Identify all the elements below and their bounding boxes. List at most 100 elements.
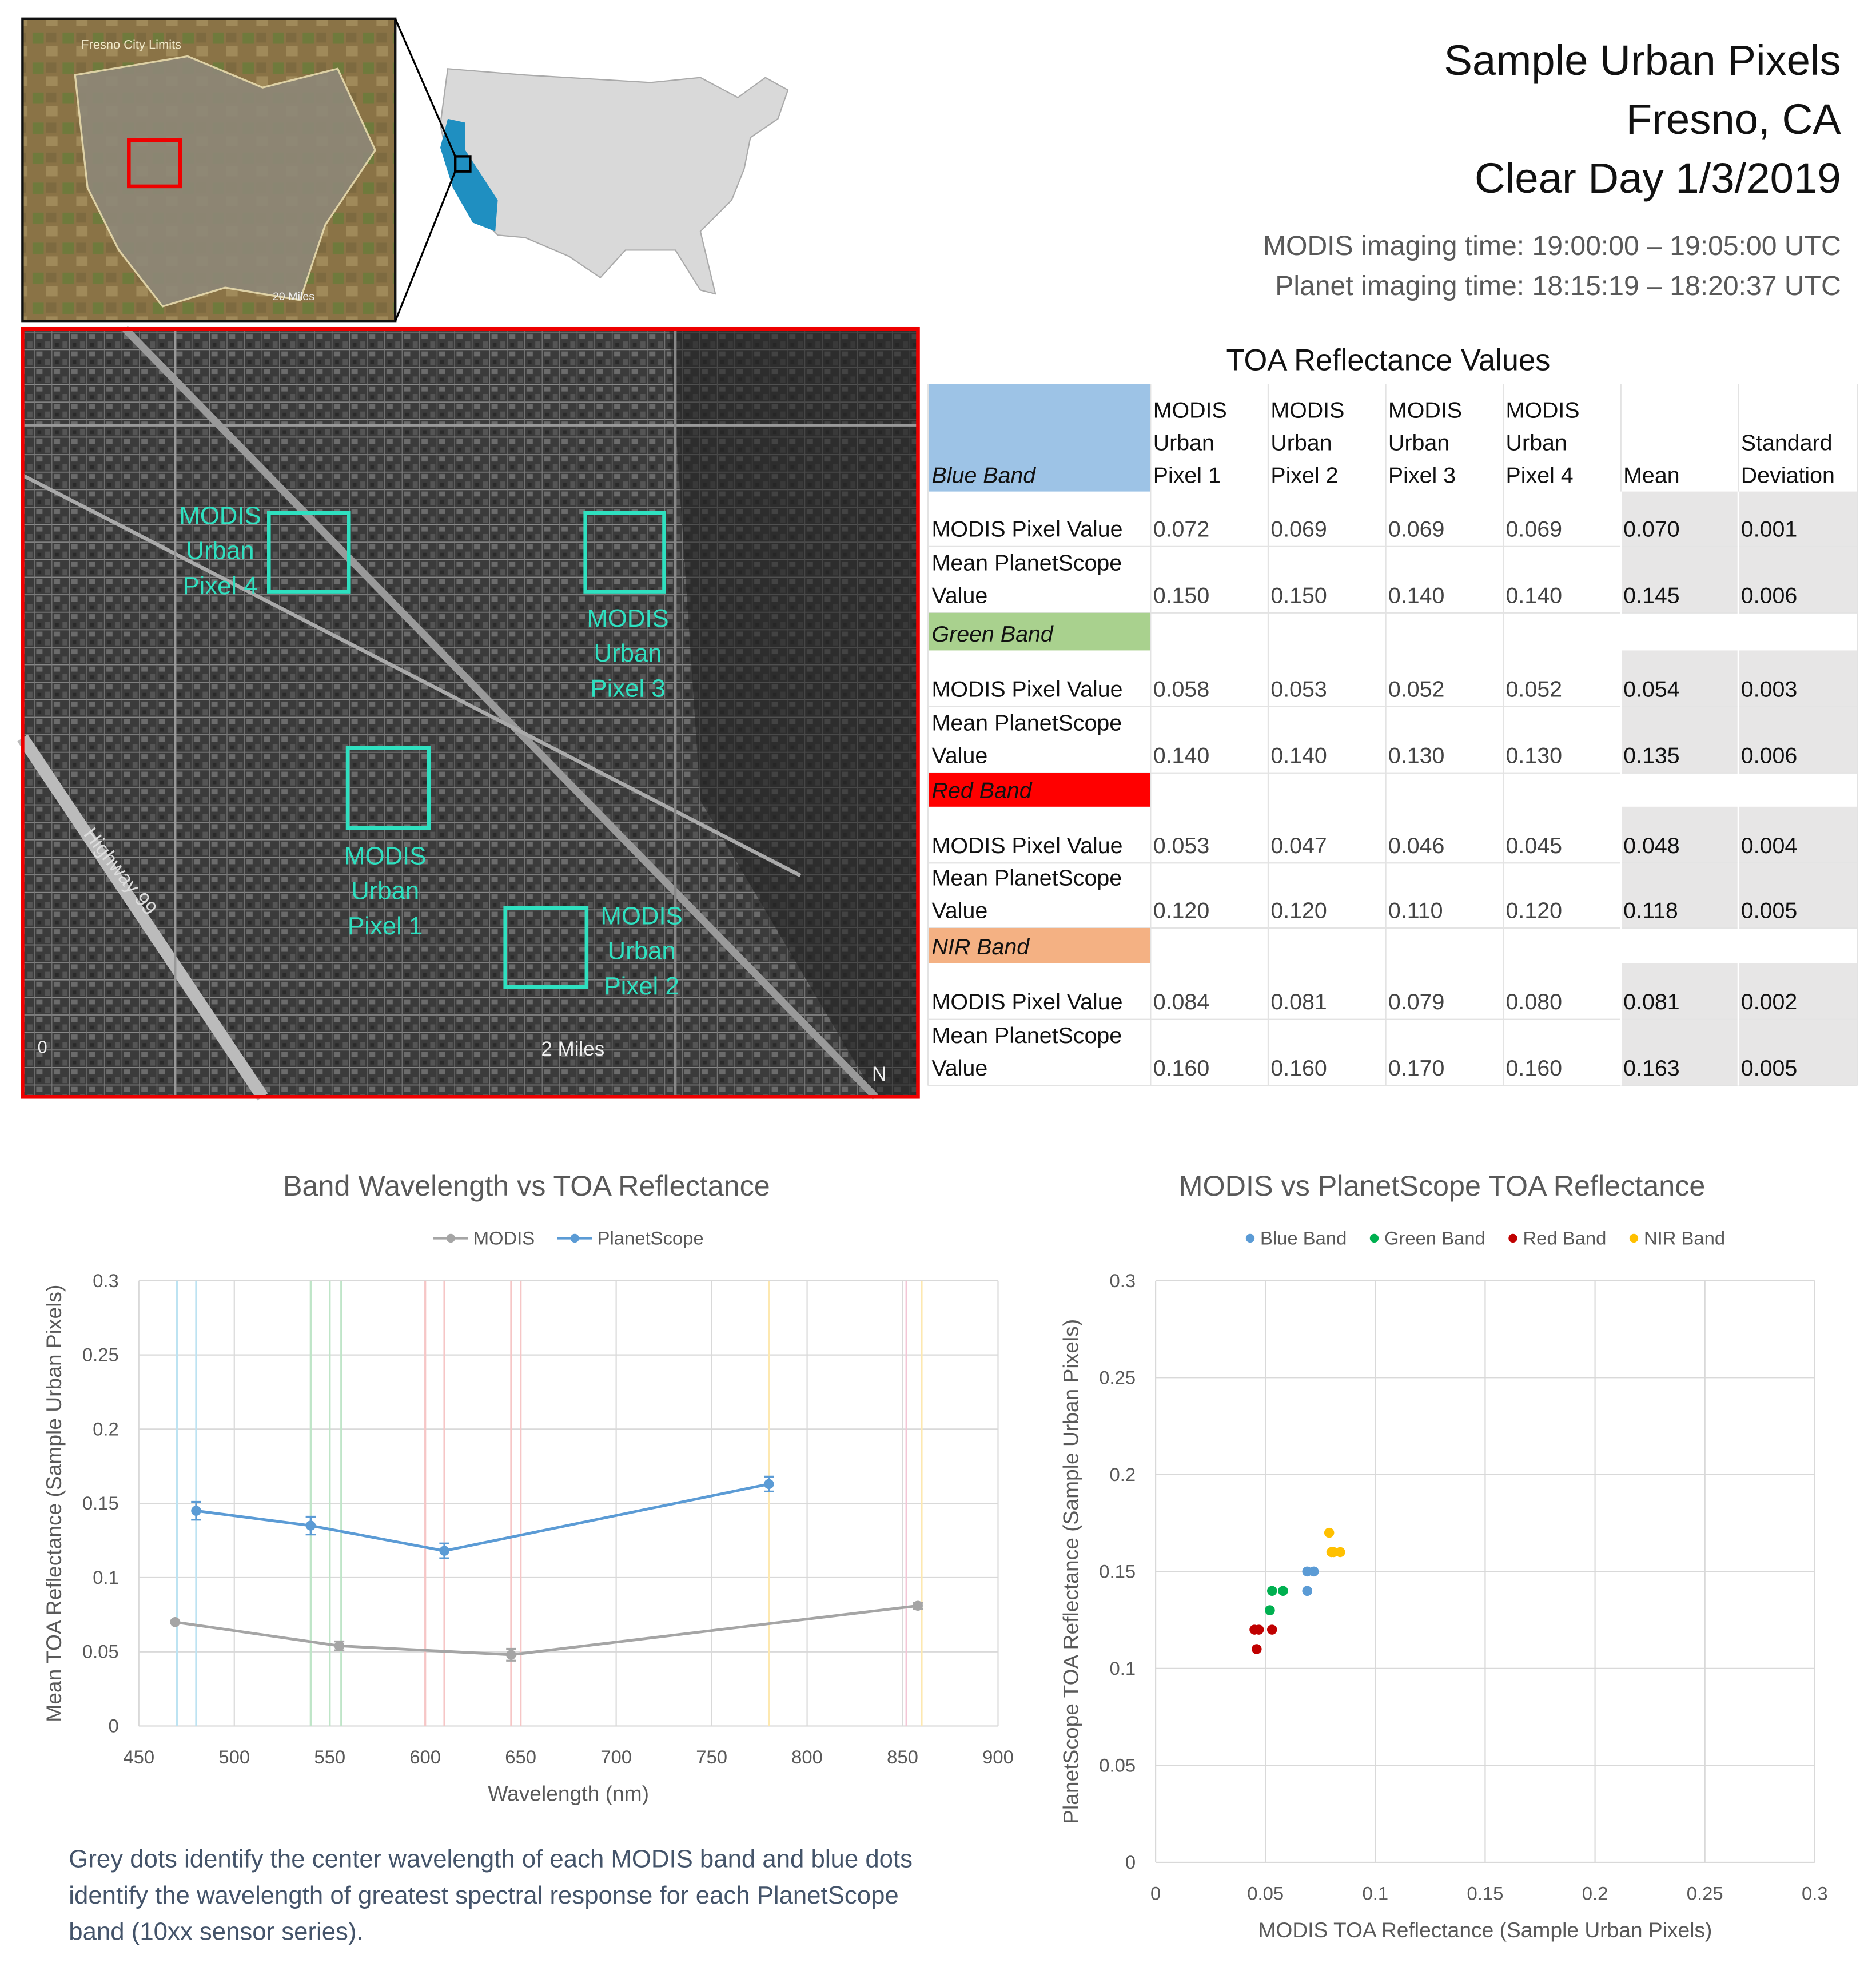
x-tick-label: 0.25 [1687, 1883, 1723, 1904]
legend-label: PlanetScope [598, 1227, 704, 1248]
data-point [439, 1546, 449, 1556]
cell-value: 0.079 [1388, 989, 1445, 1014]
pixel-label: Urban [351, 877, 419, 905]
scatter-point [1249, 1624, 1260, 1635]
data-point [506, 1650, 516, 1660]
row-label: Mean PlanetScope [932, 866, 1122, 891]
column-header: Urban [1506, 430, 1567, 455]
band-name: NIR Band [932, 934, 1030, 959]
north-label: N [872, 1063, 886, 1085]
title-line: Fresno, CA [1626, 95, 1841, 143]
cell-value: 0.004 [1741, 833, 1798, 858]
y-tick-label: 0.25 [82, 1344, 119, 1365]
data-point [191, 1506, 201, 1516]
legend-label: Green Band [1384, 1227, 1485, 1248]
cell-value: 0.084 [1153, 989, 1210, 1014]
pixel-label: MODIS [587, 604, 668, 632]
pixel-label: MODIS [600, 902, 682, 930]
row-label: Mean PlanetScope [932, 710, 1122, 735]
row-label: MODIS Pixel Value [932, 989, 1123, 1014]
y-axis-label: Mean TOA Reflectance (Sample Urban Pixel… [42, 1285, 66, 1722]
column-header: MODIS [1506, 398, 1580, 423]
pixel-label: Pixel 1 [348, 912, 423, 940]
cell-value: 0.135 [1623, 743, 1680, 768]
band-cell [928, 927, 1151, 963]
y-tick-label: 0.1 [93, 1567, 119, 1588]
cell-value: 0.072 [1153, 516, 1210, 541]
row-label: MODIS Pixel Value [932, 676, 1123, 702]
imaging-time: MODIS imaging time: 19:00:00 – 19:05:00 … [1263, 230, 1841, 261]
x-tick-label: 500 [218, 1746, 250, 1767]
cell-value: 0.081 [1623, 989, 1680, 1014]
pixel-label: Pixel 4 [182, 572, 257, 600]
cell-value: 0.070 [1623, 516, 1680, 541]
cell-value: 0.069 [1270, 516, 1327, 541]
scatter-point [1302, 1566, 1312, 1577]
scatter-point [1266, 1586, 1277, 1596]
scatter-point [1324, 1527, 1335, 1538]
column-header: MODIS [1153, 398, 1227, 423]
cell-value: 0.069 [1388, 516, 1445, 541]
pixel-label: Pixel 2 [604, 972, 679, 1000]
pixel-label: MODIS [344, 842, 426, 870]
column-header: Deviation [1741, 463, 1835, 488]
legend-label: MODIS [473, 1227, 535, 1248]
cell-value: 0.080 [1506, 989, 1562, 1014]
cell-value: 0.047 [1270, 833, 1327, 858]
table-title: TOA Reflectance Values [1226, 343, 1550, 377]
inset-map [21, 17, 397, 323]
x-tick-label: 0.05 [1247, 1883, 1284, 1904]
y-tick-label: 0 [109, 1715, 119, 1736]
y-tick-label: 0.15 [1099, 1560, 1136, 1582]
cell-value: 0.160 [1153, 1056, 1210, 1081]
legend-label: NIR Band [1644, 1227, 1725, 1248]
inset-label: Fresno City Limits [81, 37, 181, 51]
scatter-point [1326, 1547, 1337, 1558]
cell-value: 0.003 [1741, 676, 1798, 702]
cell-value: 0.118 [1623, 898, 1678, 923]
band-cell [928, 384, 1151, 492]
band-name: Red Band [932, 778, 1033, 803]
y-tick-label: 0.05 [1099, 1754, 1136, 1775]
cell-value: 0.045 [1506, 833, 1562, 858]
x-tick-label: 0.15 [1467, 1883, 1504, 1904]
x-tick-label: 450 [123, 1746, 154, 1767]
scatter-point [1265, 1605, 1275, 1615]
data-point [764, 1479, 774, 1490]
scatter-point [1252, 1644, 1262, 1654]
legend-marker [446, 1233, 455, 1243]
column-header: Pixel 3 [1388, 463, 1456, 488]
band-cell [928, 773, 1151, 807]
y-tick-label: 0.2 [1110, 1464, 1136, 1485]
row-label: Value [932, 583, 988, 608]
cell-value: 0.120 [1506, 898, 1562, 923]
column-header: MODIS [1388, 398, 1462, 423]
cell-value: 0.160 [1270, 1056, 1327, 1081]
column-header: Pixel 2 [1270, 463, 1338, 488]
cell-value: 0.140 [1506, 583, 1562, 608]
y-tick-label: 0.1 [1110, 1658, 1136, 1679]
cell-value: 0.052 [1388, 676, 1445, 702]
y-tick-label: 0.05 [82, 1641, 119, 1662]
cell-value: 0.053 [1153, 833, 1210, 858]
cell-value: 0.120 [1270, 898, 1327, 923]
x-axis-label: Wavelength (nm) [488, 1782, 649, 1806]
pixel-label: Urban [594, 639, 662, 667]
imaging-time: Planet imaging time: 18:15:19 – 18:20:37… [1275, 270, 1841, 301]
scatter-point [1278, 1586, 1288, 1596]
legend-marker [1508, 1233, 1517, 1243]
column-header: Mean [1623, 463, 1679, 488]
cell-value: 0.150 [1270, 583, 1327, 608]
cell-value: 0.048 [1623, 833, 1680, 858]
x-tick-label: 550 [314, 1746, 345, 1767]
row-label: MODIS Pixel Value [932, 516, 1123, 541]
inset-scale: 20 Miles [273, 290, 314, 303]
cell-value: 0.052 [1506, 676, 1562, 702]
legend-label: Red Band [1523, 1227, 1606, 1248]
cell-value: 0.046 [1388, 833, 1445, 858]
column-header: Urban [1388, 430, 1449, 455]
chart-title: MODIS vs PlanetScope TOA Reflectance [1179, 1169, 1706, 1202]
x-tick-label: 900 [982, 1746, 1014, 1767]
cell-value: 0.081 [1270, 989, 1327, 1014]
